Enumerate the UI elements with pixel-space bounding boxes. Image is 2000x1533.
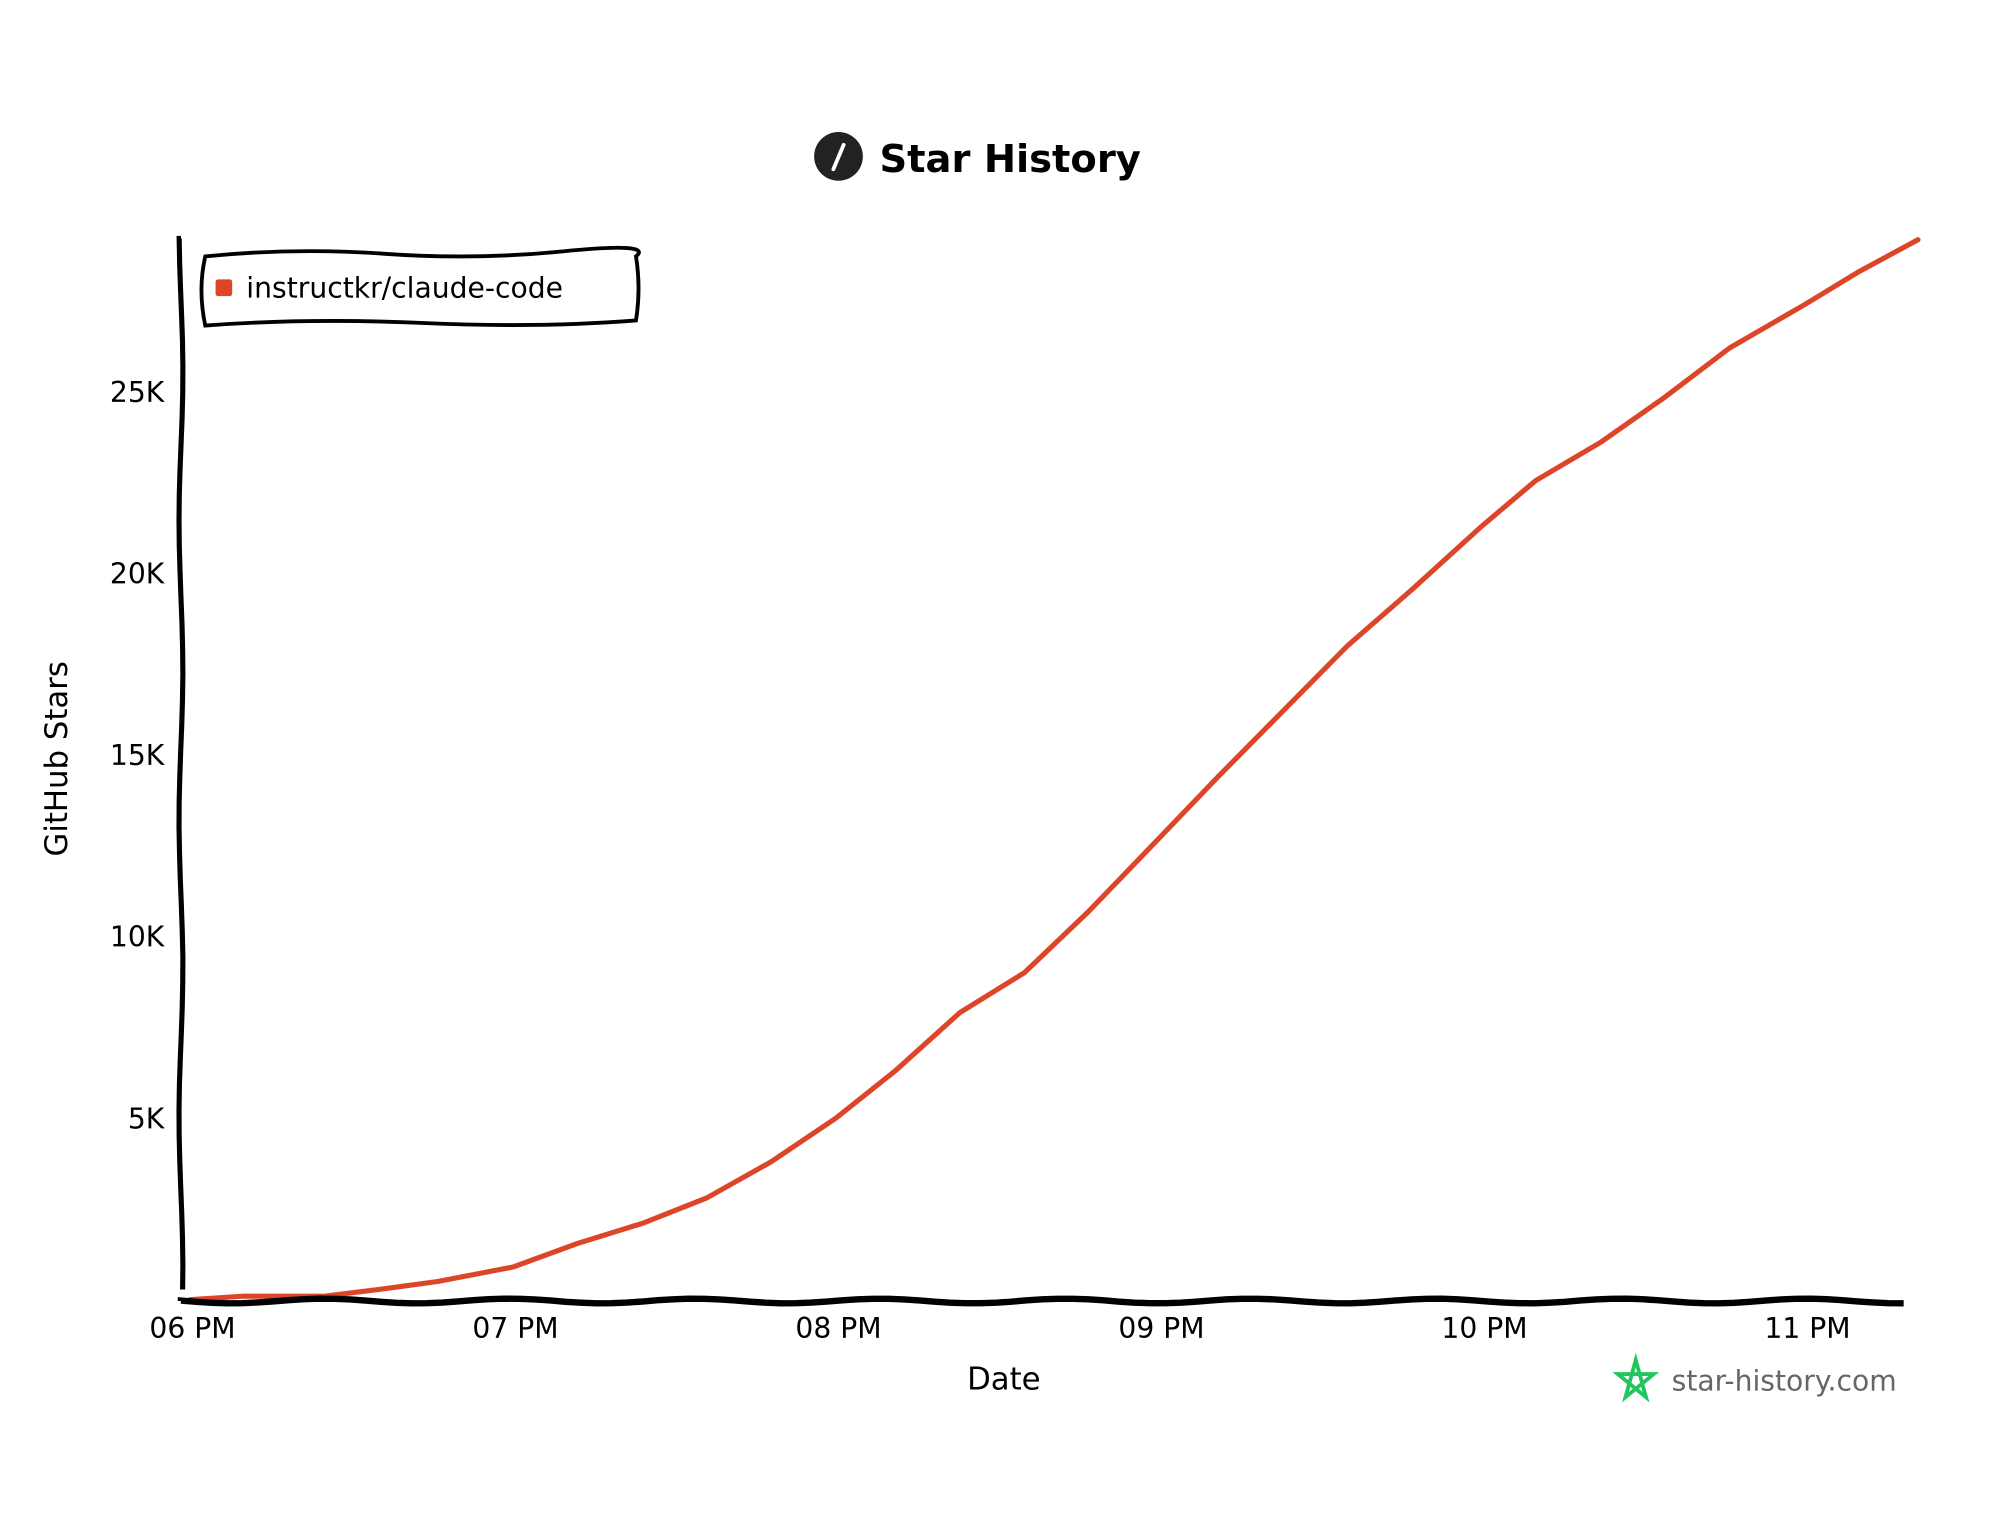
- y-tick-label: 15K: [110, 739, 166, 772]
- x-ticks: 06 PM 07 PM 08 PM 09 PM 10 PM 11 PM: [149, 1312, 1850, 1345]
- x-tick-label: 11 PM: [1764, 1312, 1850, 1345]
- x-tick-label: 09 PM: [1118, 1312, 1204, 1345]
- star-icon: [1612, 1352, 1660, 1403]
- legend-box: [199, 245, 641, 328]
- series-line: [187, 237, 1921, 1303]
- title: Star History: [880, 137, 1141, 182]
- y-tick-label: 10K: [110, 921, 166, 954]
- y-axis: [176, 235, 186, 1290]
- legend-swatch: [215, 279, 233, 297]
- x-axis-label: Date: [967, 1361, 1041, 1397]
- x-tick-label: 06 PM: [149, 1312, 235, 1345]
- x-tick-label: 08 PM: [795, 1312, 881, 1345]
- x-tick-label: 07 PM: [472, 1312, 558, 1345]
- watermark[interactable]: star-history.com: [1612, 1352, 1897, 1403]
- y-ticks: 5K 10K 15K 20K 25K: [110, 376, 166, 1136]
- chart-title: Star History: [814, 132, 1141, 182]
- pencil-icon: [831, 142, 846, 172]
- x-axis: [177, 1295, 1904, 1307]
- y-tick-label: 5K: [128, 1102, 166, 1135]
- y-tick-label: 25K: [110, 376, 166, 409]
- y-tick-label: 20K: [110, 557, 166, 590]
- watermark-text[interactable]: star-history.com: [1672, 1365, 1897, 1398]
- legend[interactable]: instructkr/claude-code: [199, 245, 641, 328]
- legend-label: instructkr/claude-code: [246, 271, 563, 304]
- x-tick-label: 10 PM: [1441, 1312, 1527, 1345]
- y-axis-label: GitHub Stars: [39, 661, 75, 856]
